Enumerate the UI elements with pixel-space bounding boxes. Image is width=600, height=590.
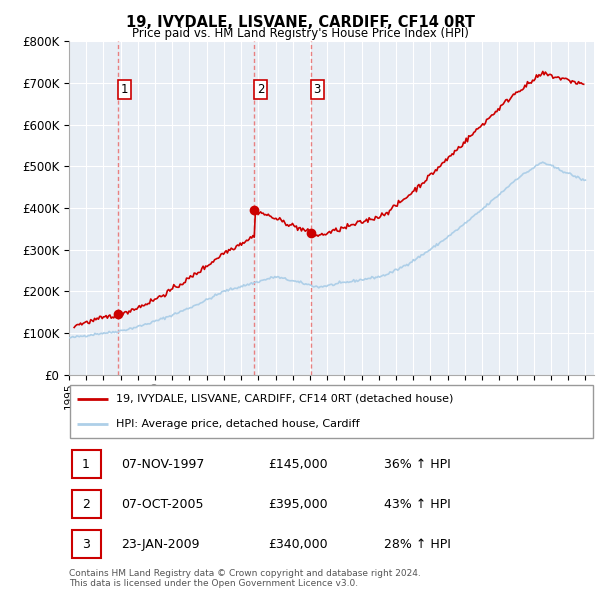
Text: 07-NOV-1997: 07-NOV-1997 [121, 457, 205, 471]
Text: 43% ↑ HPI: 43% ↑ HPI [384, 497, 451, 511]
Text: 07-OCT-2005: 07-OCT-2005 [121, 497, 204, 511]
Text: 2: 2 [257, 83, 265, 96]
Text: 1: 1 [82, 457, 90, 471]
Text: 28% ↑ HPI: 28% ↑ HPI [384, 537, 451, 551]
Text: 36% ↑ HPI: 36% ↑ HPI [384, 457, 451, 471]
Text: 2: 2 [82, 497, 90, 511]
Text: 23-JAN-2009: 23-JAN-2009 [121, 537, 200, 551]
Text: 19, IVYDALE, LISVANE, CARDIFF, CF14 0RT: 19, IVYDALE, LISVANE, CARDIFF, CF14 0RT [125, 15, 475, 30]
FancyBboxPatch shape [71, 490, 101, 518]
FancyBboxPatch shape [71, 450, 101, 478]
Text: £340,000: £340,000 [269, 537, 328, 551]
FancyBboxPatch shape [70, 385, 593, 438]
Text: 3: 3 [314, 83, 321, 96]
FancyBboxPatch shape [71, 530, 101, 558]
Text: 19, IVYDALE, LISVANE, CARDIFF, CF14 0RT (detached house): 19, IVYDALE, LISVANE, CARDIFF, CF14 0RT … [116, 394, 454, 404]
Text: HPI: Average price, detached house, Cardiff: HPI: Average price, detached house, Card… [116, 419, 360, 430]
Text: 1: 1 [121, 83, 128, 96]
Text: Contains HM Land Registry data © Crown copyright and database right 2024.
This d: Contains HM Land Registry data © Crown c… [69, 569, 421, 588]
Text: 3: 3 [82, 537, 90, 551]
Text: Price paid vs. HM Land Registry's House Price Index (HPI): Price paid vs. HM Land Registry's House … [131, 27, 469, 40]
Text: £145,000: £145,000 [269, 457, 328, 471]
Text: £395,000: £395,000 [269, 497, 328, 511]
